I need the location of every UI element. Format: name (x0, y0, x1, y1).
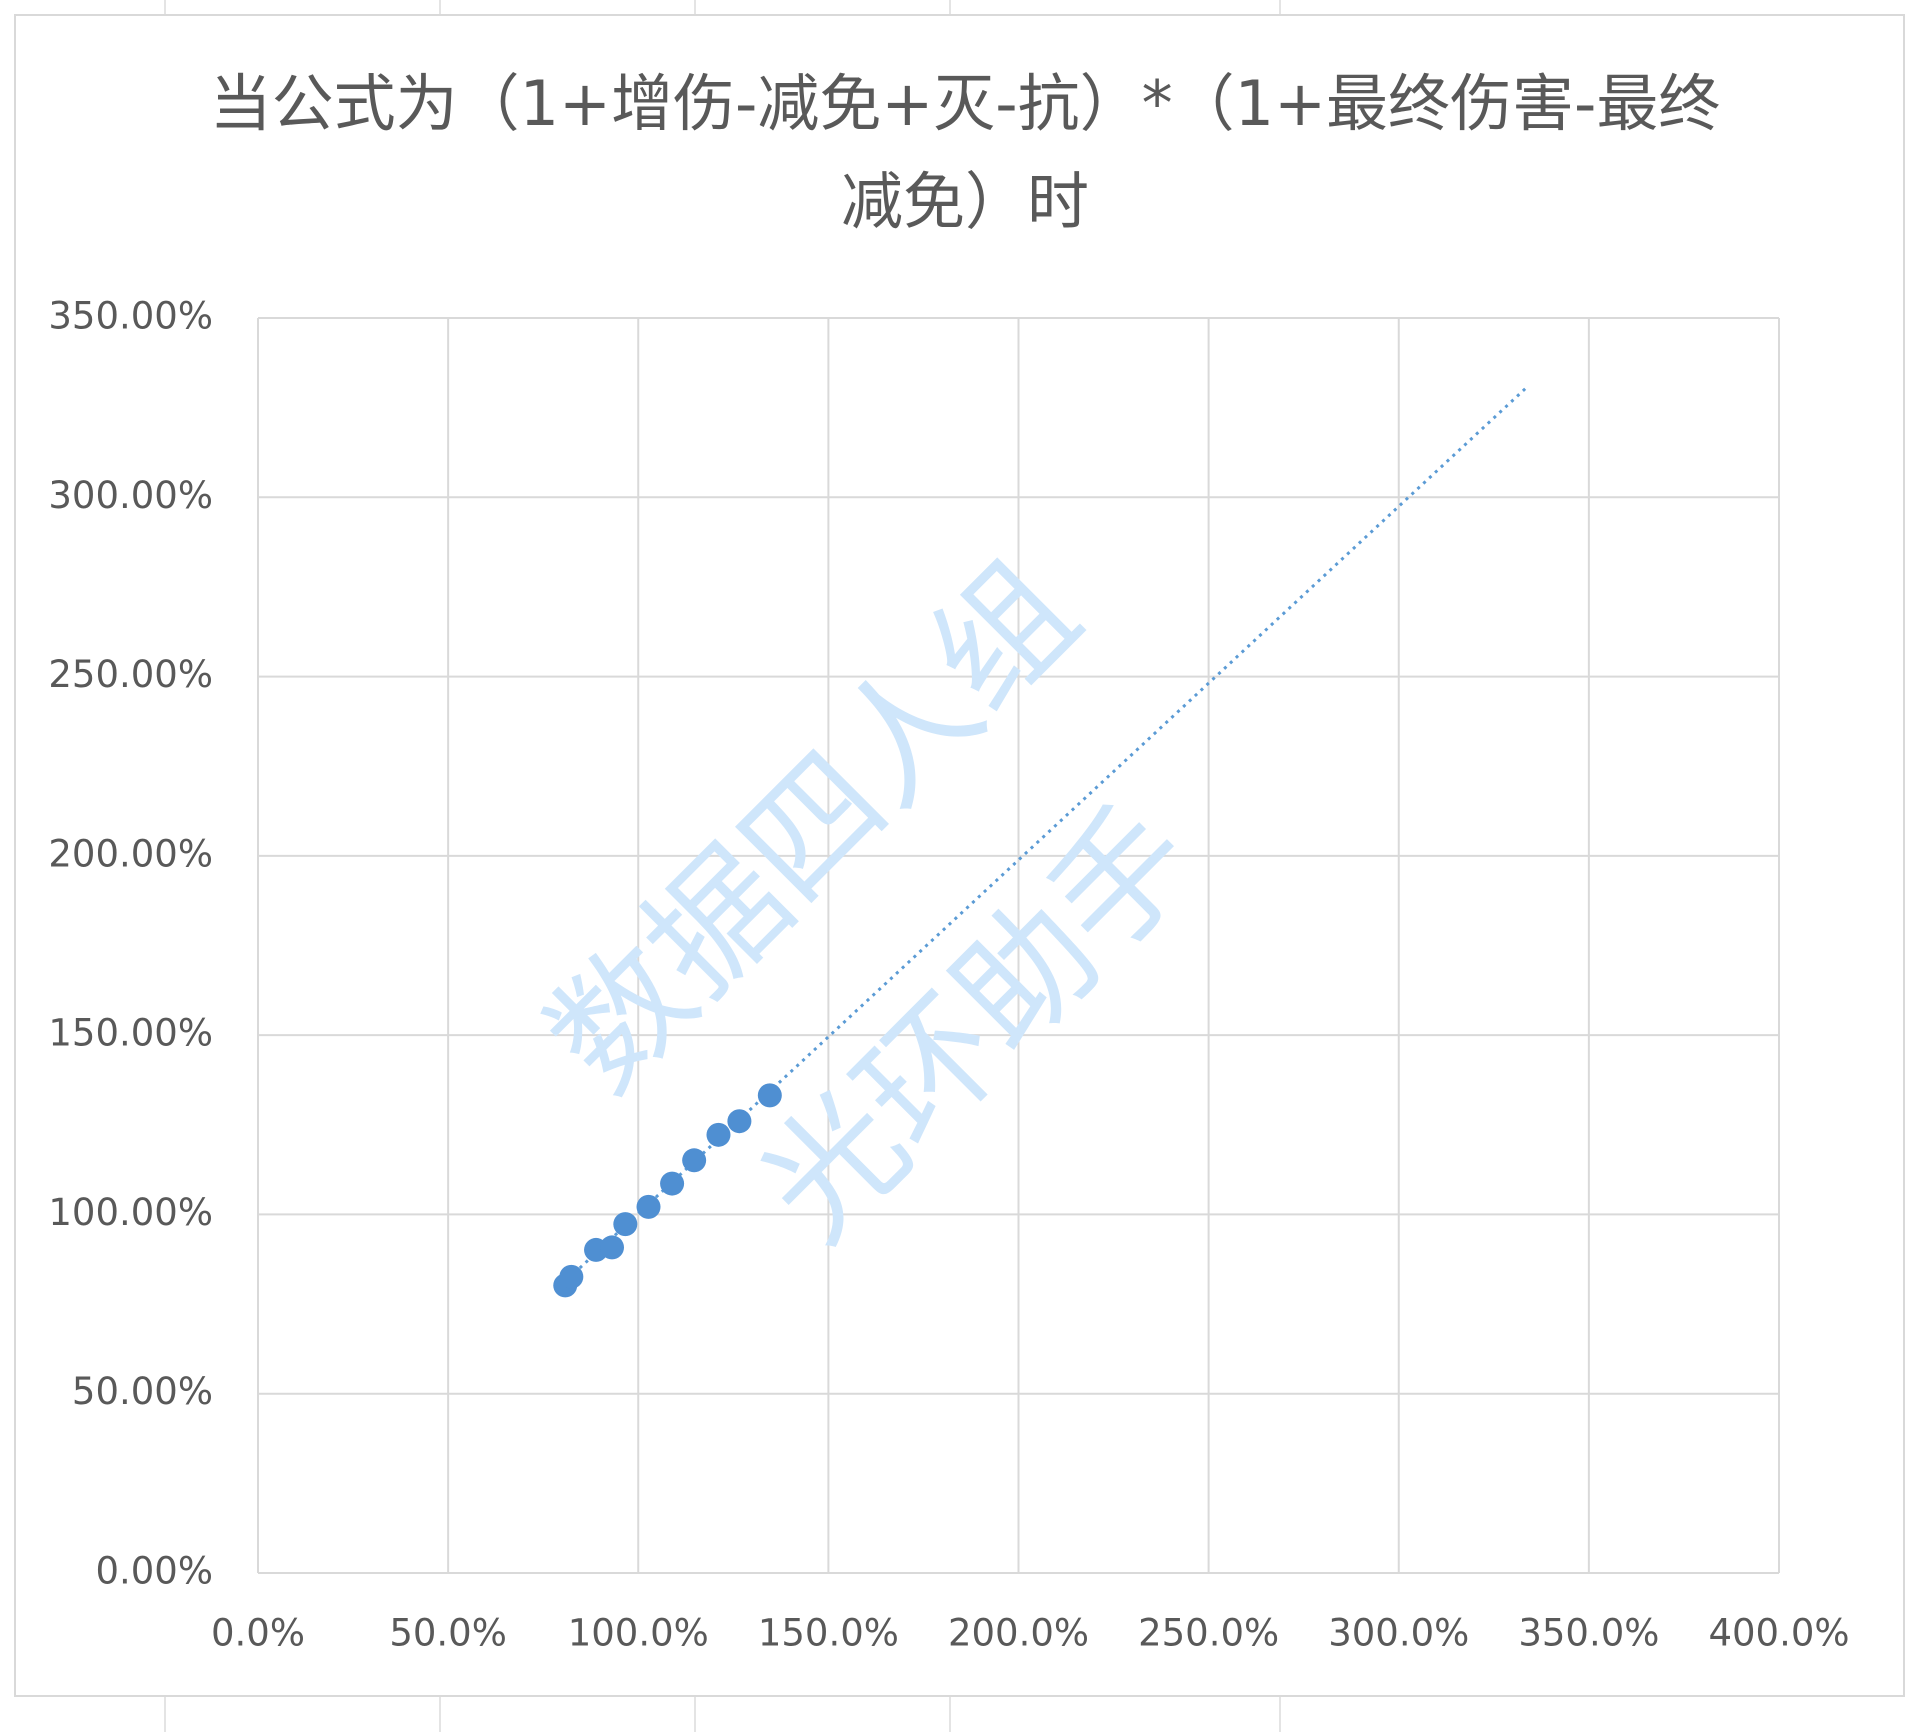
y-tick-label: 350.00% (48, 295, 213, 338)
y-tick-label: 50.00% (72, 1370, 213, 1413)
x-tick-label: 0.0% (211, 1612, 305, 1655)
chart-title: 当公式为（1+增伤-减免+灭-抗）*（1+最终伤害-最终减免）时 (209, 67, 1721, 238)
x-tick-label: 50.0% (389, 1612, 507, 1655)
data-point (613, 1212, 638, 1237)
data-point (600, 1235, 625, 1260)
x-tick-label: 150.0% (758, 1612, 899, 1655)
y-tick-label: 0.00% (95, 1550, 213, 1593)
x-tick-label: 200.0% (948, 1612, 1089, 1655)
y-tick-label: 150.00% (48, 1012, 213, 1055)
x-tick-label: 350.0% (1518, 1612, 1659, 1655)
x-tick-label: 300.0% (1328, 1612, 1469, 1655)
y-tick-label: 200.00% (48, 832, 213, 875)
sheet-grid (164, 0, 1281, 1732)
y-tick-label: 300.00% (48, 474, 213, 517)
x-tick-label: 400.0% (1708, 1612, 1849, 1655)
data-point (757, 1083, 782, 1108)
data-point (706, 1122, 731, 1147)
x-tick-label: 100.0% (568, 1612, 709, 1655)
data-point (727, 1109, 752, 1134)
x-tick-label: 250.0% (1138, 1612, 1279, 1655)
y-tick-label: 250.00% (48, 653, 213, 696)
data-point (660, 1171, 685, 1196)
data-point (636, 1194, 661, 1219)
data-point (559, 1264, 584, 1289)
y-tick-label: 100.00% (48, 1191, 213, 1234)
data-point (682, 1148, 707, 1173)
